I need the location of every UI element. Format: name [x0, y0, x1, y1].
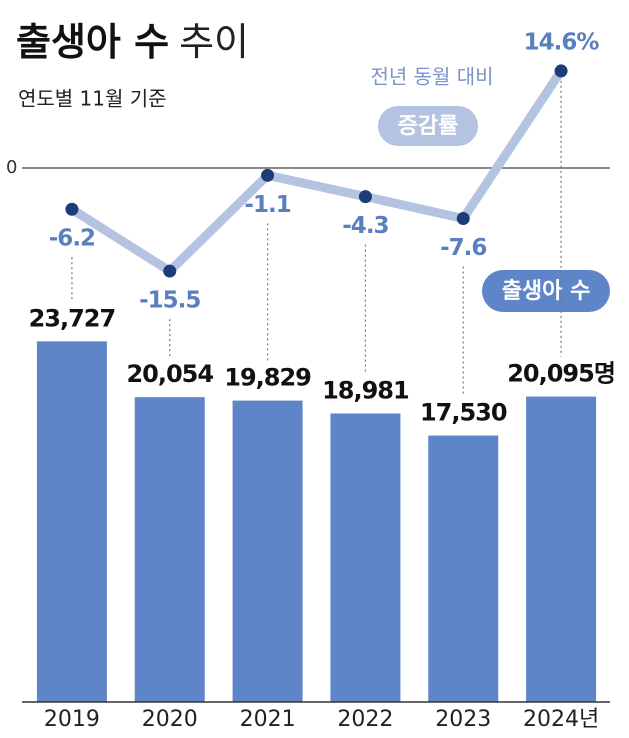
line-value-label: -4.3 [342, 213, 388, 239]
y2-tick-label: 0 [6, 157, 17, 178]
title-bold: 출생아 수 [16, 20, 169, 64]
chart-title: 출생아 수 추이 [16, 20, 249, 64]
line-value-label: 14.6% [524, 29, 600, 55]
line [69, 68, 565, 276]
line-caption: 전년 동월 대비 [370, 65, 493, 89]
x-tick-label: 2019 [44, 707, 100, 732]
legend-pill [482, 270, 610, 312]
bar-value-label: 20,095명 [507, 360, 615, 388]
legend-label: 출생아 수 [502, 279, 591, 304]
bar [134, 397, 205, 702]
line-value-label: -1.1 [244, 192, 290, 218]
line-point [456, 212, 470, 226]
bar [428, 435, 499, 702]
line-point [261, 168, 275, 182]
line-point [358, 190, 372, 204]
line-point [65, 202, 79, 216]
x-tick-label: 2022 [337, 707, 393, 732]
bar-value-label: 19,829 [224, 364, 311, 392]
bar [526, 396, 597, 702]
line-value-label: -7.6 [440, 235, 486, 261]
x-tick-label: 2021 [240, 707, 296, 732]
bar [36, 341, 107, 702]
legend-pill [378, 106, 478, 146]
bar-value-label: 23,727 [29, 304, 116, 332]
x-tick-label: 2020 [142, 707, 198, 732]
line-value-label: -15.5 [139, 288, 200, 314]
bar-value-label: 20,054 [126, 360, 213, 388]
line-point [163, 264, 177, 278]
bar [330, 413, 401, 702]
line-point [554, 64, 568, 78]
bar-value-label: 17,530 [420, 399, 507, 427]
line-value-label: -6.2 [49, 226, 95, 252]
x-tick-label: 2024년 [523, 707, 599, 732]
bar [232, 400, 303, 702]
legend-label: 증감률 [398, 114, 459, 139]
subtitle: 연도별 11월 기준 [18, 87, 167, 111]
title-light: 추이 [179, 20, 249, 64]
bar-value-label: 18,981 [322, 376, 409, 404]
x-tick-label: 2023 [435, 707, 491, 732]
